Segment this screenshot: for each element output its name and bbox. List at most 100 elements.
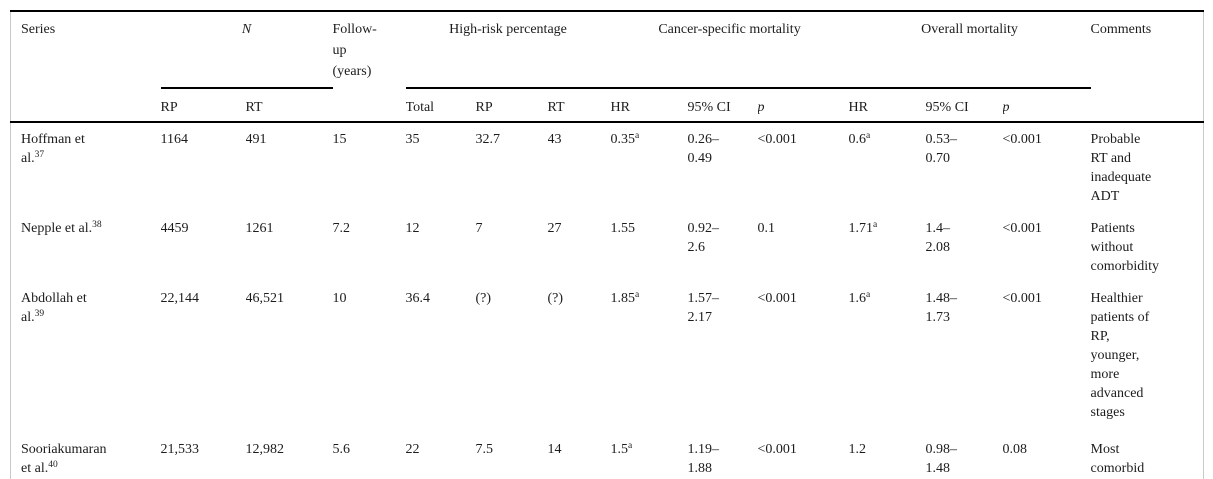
- cell-n-rt: 46,521: [245, 291, 285, 306]
- cell-followup: 10: [332, 291, 347, 306]
- header-comments: Comments: [1090, 22, 1152, 37]
- cell-csm-hr: 1.55: [611, 212, 688, 282]
- cell-hrp-rp: 7: [475, 221, 483, 236]
- cell-csm-ci: 0.26– 0.49: [687, 132, 720, 166]
- cell-om-hr: 1.6a: [849, 282, 926, 433]
- cell-om-hr: 1.2: [849, 433, 926, 479]
- cell-hrp-total: 36.4: [405, 291, 431, 306]
- cell-n-rp: 4459: [160, 221, 189, 236]
- footnote-a-sup: a: [635, 130, 640, 141]
- header-n: N: [160, 11, 333, 89]
- cell-series: Nepple et al.38: [11, 212, 161, 282]
- hr-value: 1.85: [610, 291, 636, 306]
- hr-value: 0.6: [848, 132, 867, 147]
- subheader-csm-hr: HR: [610, 100, 630, 115]
- cell-csm-hr: 0.35a: [611, 122, 688, 212]
- header-followup: Follow- up (years): [332, 22, 377, 79]
- cell-hrp-rt: 14: [547, 442, 562, 457]
- subheader-total: Total: [405, 100, 435, 115]
- header-series: Series: [21, 22, 56, 37]
- table-row-abdollah: Abdollah et al.39 22,144 46,521 10 36.4 …: [11, 282, 1204, 433]
- header-sub-row: RP RT Total RP RT HR 95% CI p HR 95% CI …: [11, 88, 1204, 122]
- hr-value: 1.71: [848, 221, 874, 236]
- cell-comments: Most comorbid RT patients: [1090, 442, 1145, 476]
- cell-comments: Healthier patients of RP, younger, more …: [1090, 291, 1150, 420]
- cell-csm-p: <0.001: [757, 291, 797, 306]
- header-cancer-specific-mortality: Cancer-specific mortality: [610, 11, 849, 89]
- cell-csm-hr: 1.85a: [611, 282, 688, 433]
- cell-csm-ci: 1.19– 1.88: [687, 442, 720, 476]
- cell-followup: 7.2: [332, 221, 351, 236]
- hr-value: 1.5: [610, 442, 629, 457]
- table-body: Hoffman et al.37 1164 491 15 35 32.7 43 …: [11, 122, 1204, 479]
- footnote-a-sup: a: [873, 219, 878, 230]
- cell-followup: 5.6: [332, 442, 351, 457]
- table-header: Series N Follow- up (years) High-risk pe…: [10, 11, 1204, 122]
- header-group-row: Series N Follow- up (years) High-risk pe…: [11, 11, 1204, 89]
- cell-hrp-rt: (?): [547, 291, 564, 306]
- cell-n-rp: 1164: [160, 132, 188, 147]
- table-row-hoffman: Hoffman et al.37 1164 491 15 35 32.7 43 …: [11, 122, 1204, 212]
- cell-csm-p: <0.001: [757, 132, 797, 147]
- cell-hrp-total: 12: [405, 221, 420, 236]
- cell-comments: Patients without comorbidity: [1090, 221, 1159, 274]
- study-name: Hoffman et al.: [21, 132, 85, 166]
- cell-hrp-rt: 27: [547, 221, 562, 236]
- subheader-csm-p: p: [757, 100, 765, 115]
- cell-om-p: <0.001: [1002, 132, 1042, 147]
- header-overall-mortality: Overall mortality: [848, 11, 1091, 89]
- cell-n-rp: 21,533: [160, 442, 200, 457]
- cell-hrp-rp: 7.5: [475, 442, 494, 457]
- cell-om-ci: 1.4– 2.08: [925, 221, 951, 255]
- citation-sup: 38: [92, 219, 102, 230]
- cell-series: Hoffman et al.37: [11, 122, 161, 212]
- footnote-a-sup: a: [628, 440, 633, 451]
- cell-csm-ci: 0.92– 2.6: [687, 221, 720, 255]
- subheader-om-p: p: [1002, 100, 1010, 115]
- table-row-nepple: Nepple et al.38 4459 1261 7.2 12 7 27 1.…: [11, 212, 1204, 282]
- cell-hrp-rt: 43: [547, 132, 562, 147]
- study-comparison-table: Series N Follow- up (years) High-risk pe…: [10, 10, 1205, 479]
- cell-csm-p: <0.001: [757, 442, 797, 457]
- footnote-a-sup: a: [866, 130, 871, 141]
- cell-series: Sooriakumaran et al.40: [11, 433, 161, 479]
- cell-om-ci: 0.98– 1.48: [925, 442, 958, 476]
- study-name: Sooriakumaran et al.: [21, 442, 107, 476]
- cell-hrp-total: 35: [405, 132, 420, 147]
- footnote-a-sup: a: [635, 289, 640, 300]
- cell-n-rt: 491: [245, 132, 267, 147]
- cell-n-rt: 1261: [245, 221, 274, 236]
- cell-series: Abdollah et al.39: [11, 282, 161, 433]
- table-row-sooriakumaran: Sooriakumaran et al.40 21,533 12,982 5.6…: [11, 433, 1204, 479]
- subheader-om-hr: HR: [848, 100, 868, 115]
- cell-om-hr: 1.71a: [849, 212, 926, 282]
- citation-sup: 40: [48, 459, 58, 470]
- cell-csm-p: 0.1: [757, 221, 776, 236]
- subheader-hrp-rt: RT: [547, 100, 565, 115]
- subheader-n-rp: RP: [160, 100, 178, 115]
- cell-hrp-total: 22: [405, 442, 420, 457]
- cell-n-rp: 22,144: [160, 291, 200, 306]
- cell-om-ci: 1.48– 1.73: [925, 291, 958, 325]
- subheader-csm-ci: 95% CI: [687, 100, 731, 115]
- cell-om-p: <0.001: [1002, 291, 1042, 306]
- cell-n-rt: 12,982: [245, 442, 285, 457]
- hr-value: 1.55: [610, 221, 636, 236]
- study-name: Abdollah et al.: [21, 291, 87, 325]
- footnote-a-sup: a: [866, 289, 871, 300]
- cell-followup: 15: [332, 132, 347, 147]
- cell-om-ci: 0.53– 0.70: [925, 132, 958, 166]
- cell-om-hr: 0.6a: [849, 122, 926, 212]
- cell-hrp-rp: 32.7: [475, 132, 501, 147]
- cell-csm-ci: 1.57– 2.17: [687, 291, 720, 325]
- cell-hrp-rp: (?): [475, 291, 492, 306]
- citation-sup: 37: [34, 149, 45, 160]
- subheader-hrp-rp: RP: [475, 100, 493, 115]
- hr-value: 1.6: [848, 291, 867, 306]
- cell-om-p: <0.001: [1002, 221, 1042, 236]
- cell-comments: Probable RT and inadequate ADT: [1090, 132, 1152, 204]
- citation-sup: 39: [34, 308, 45, 319]
- hr-value: 1.2: [848, 442, 867, 457]
- subheader-om-ci: 95% CI: [925, 100, 969, 115]
